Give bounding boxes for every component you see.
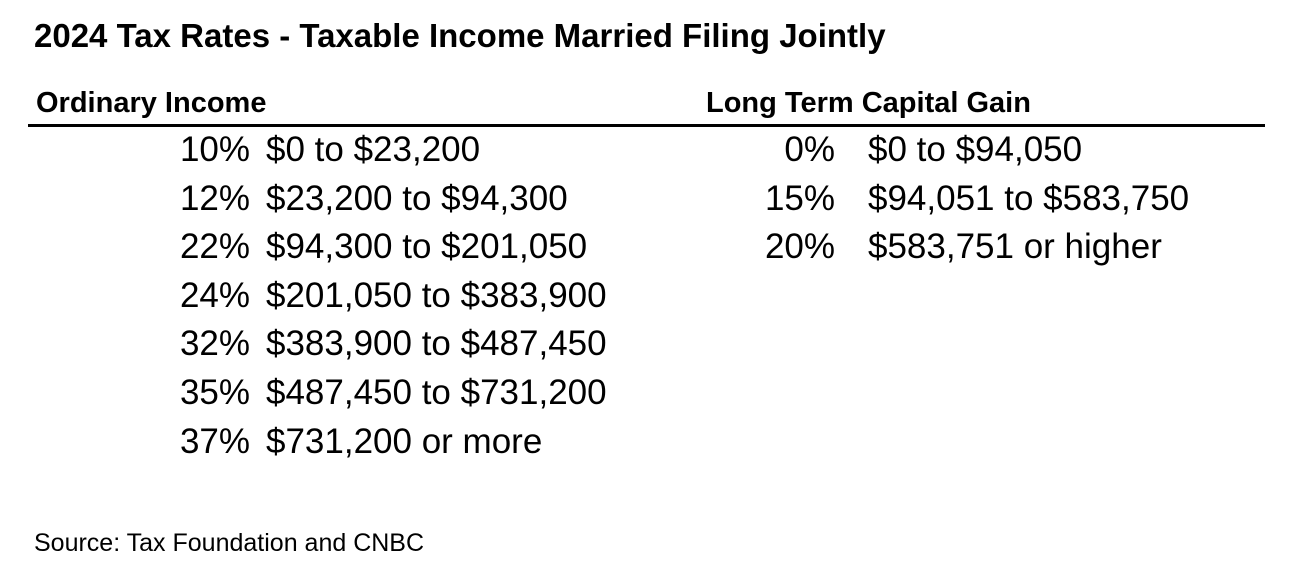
ltcg-bracket-row: 0% $0 to $94,050 (700, 126, 1260, 175)
ordinary-bracket-row: 22% $94,300 to $201,050 (0, 223, 700, 272)
ordinary-rate: 12% (179, 178, 250, 218)
ordinary-range: $201,050 to $383,900 (266, 275, 607, 315)
ltcg-rate: 20% (764, 227, 835, 267)
header-divider (28, 124, 1265, 127)
ordinary-rate: 24% (179, 275, 250, 315)
ltcg-rate: 0% (784, 130, 835, 169)
ltcg-bracket-row: 20% $583,751 or higher (700, 223, 1260, 272)
ltcg-rate: 15% (764, 178, 835, 218)
ordinary-bracket-row: 10% $0 to $23,200 (0, 126, 700, 175)
ordinary-rate: 35% (179, 372, 250, 412)
page-title: 2024 Tax Rates - Taxable Income Married … (34, 17, 886, 54)
source-note: Source: Tax Foundation and CNBC (34, 529, 425, 557)
ltcg-bracket-row: 15% $94,051 to $583,750 (700, 175, 1260, 224)
ordinary-rate: 22% (179, 227, 250, 267)
ltcg-range: $94,051 to $583,750 (868, 178, 1190, 218)
ordinary-range: $731,200 or more (266, 421, 543, 461)
ordinary-range: $94,300 to $201,050 (266, 227, 588, 267)
ordinary-bracket-row: 32% $383,900 to $487,450 (0, 320, 700, 369)
ordinary-bracket-row: 12% $23,200 to $94,300 (0, 175, 700, 224)
ordinary-range: $383,900 to $487,450 (266, 324, 607, 364)
ordinary-range: $23,200 to $94,300 (266, 178, 568, 218)
ltcg-range: $583,751 or higher (868, 227, 1162, 267)
ltcg-range: $0 to $94,050 (868, 130, 1083, 169)
ordinary-bracket-row: 37% $731,200 or more (0, 418, 700, 467)
long-term-capital-gain-table: 0% $0 to $94,050 15% $94,051 to $583,750… (700, 126, 1260, 272)
ordinary-rate: 10% (179, 130, 250, 169)
ordinary-bracket-row: 35% $487,450 to $731,200 (0, 369, 700, 418)
ordinary-range: $487,450 to $731,200 (266, 372, 607, 412)
ordinary-rate: 37% (179, 421, 250, 461)
ordinary-income-heading: Ordinary Income (36, 87, 267, 119)
ordinary-rate: 32% (179, 324, 250, 364)
ordinary-bracket-row: 24% $201,050 to $383,900 (0, 272, 700, 321)
ordinary-income-table: 10% $0 to $23,200 12% $23,200 to $94,300… (0, 126, 700, 466)
long-term-capital-gain-heading: Long Term Capital Gain (706, 87, 1031, 119)
ordinary-range: $0 to $23,200 (266, 130, 481, 169)
